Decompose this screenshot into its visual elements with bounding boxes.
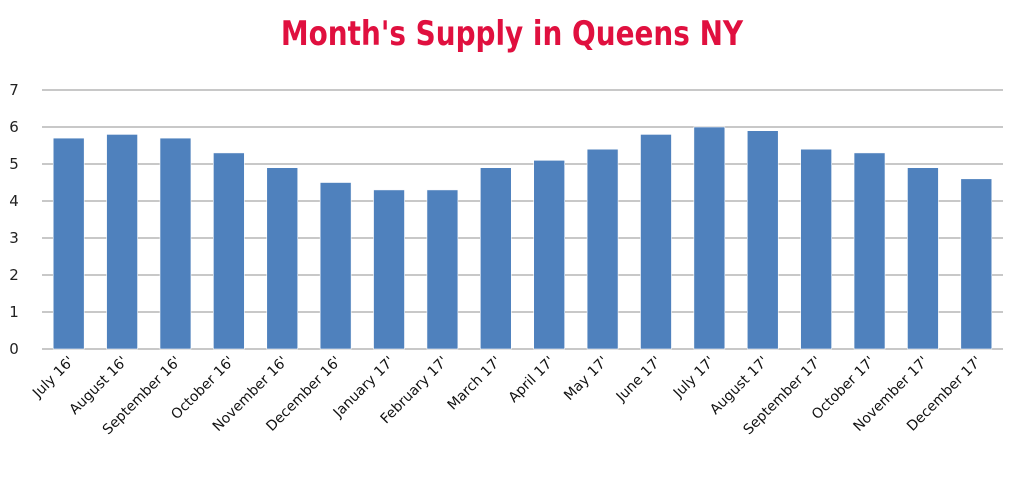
bar <box>853 152 886 350</box>
bar <box>746 130 779 350</box>
y-tick-label: 0 <box>9 340 19 358</box>
bar <box>586 148 619 350</box>
bar <box>426 189 459 350</box>
x-tick-label: June 17' <box>613 354 665 406</box>
bar <box>640 134 672 350</box>
x-tick-label: July 16' <box>29 354 77 402</box>
y-tick-label: 5 <box>9 155 19 173</box>
y-tick-label: 6 <box>9 118 19 136</box>
x-tick-label: April 17' <box>506 354 558 406</box>
bar <box>373 189 405 350</box>
bar <box>960 178 993 350</box>
bar <box>106 134 138 350</box>
bar <box>907 167 939 350</box>
x-tick-label: March 17' <box>445 354 505 414</box>
y-tick-label: 2 <box>9 266 19 284</box>
x-tick-label: May 17' <box>561 354 611 404</box>
bar <box>319 182 352 350</box>
bar <box>800 148 832 350</box>
bar <box>693 126 726 350</box>
bar <box>533 160 565 350</box>
bar <box>266 167 299 350</box>
x-tick-label: July 17' <box>670 354 718 402</box>
bar <box>480 167 512 350</box>
y-tick-label: 4 <box>9 192 19 210</box>
bar <box>52 137 85 350</box>
y-tick-label: 3 <box>9 229 19 247</box>
bar <box>159 137 192 350</box>
y-tick-label: 7 <box>9 81 19 99</box>
chart-title: Month's Supply in Queens NY <box>280 14 744 54</box>
y-tick-label: 1 <box>9 303 19 321</box>
bar <box>213 152 245 350</box>
